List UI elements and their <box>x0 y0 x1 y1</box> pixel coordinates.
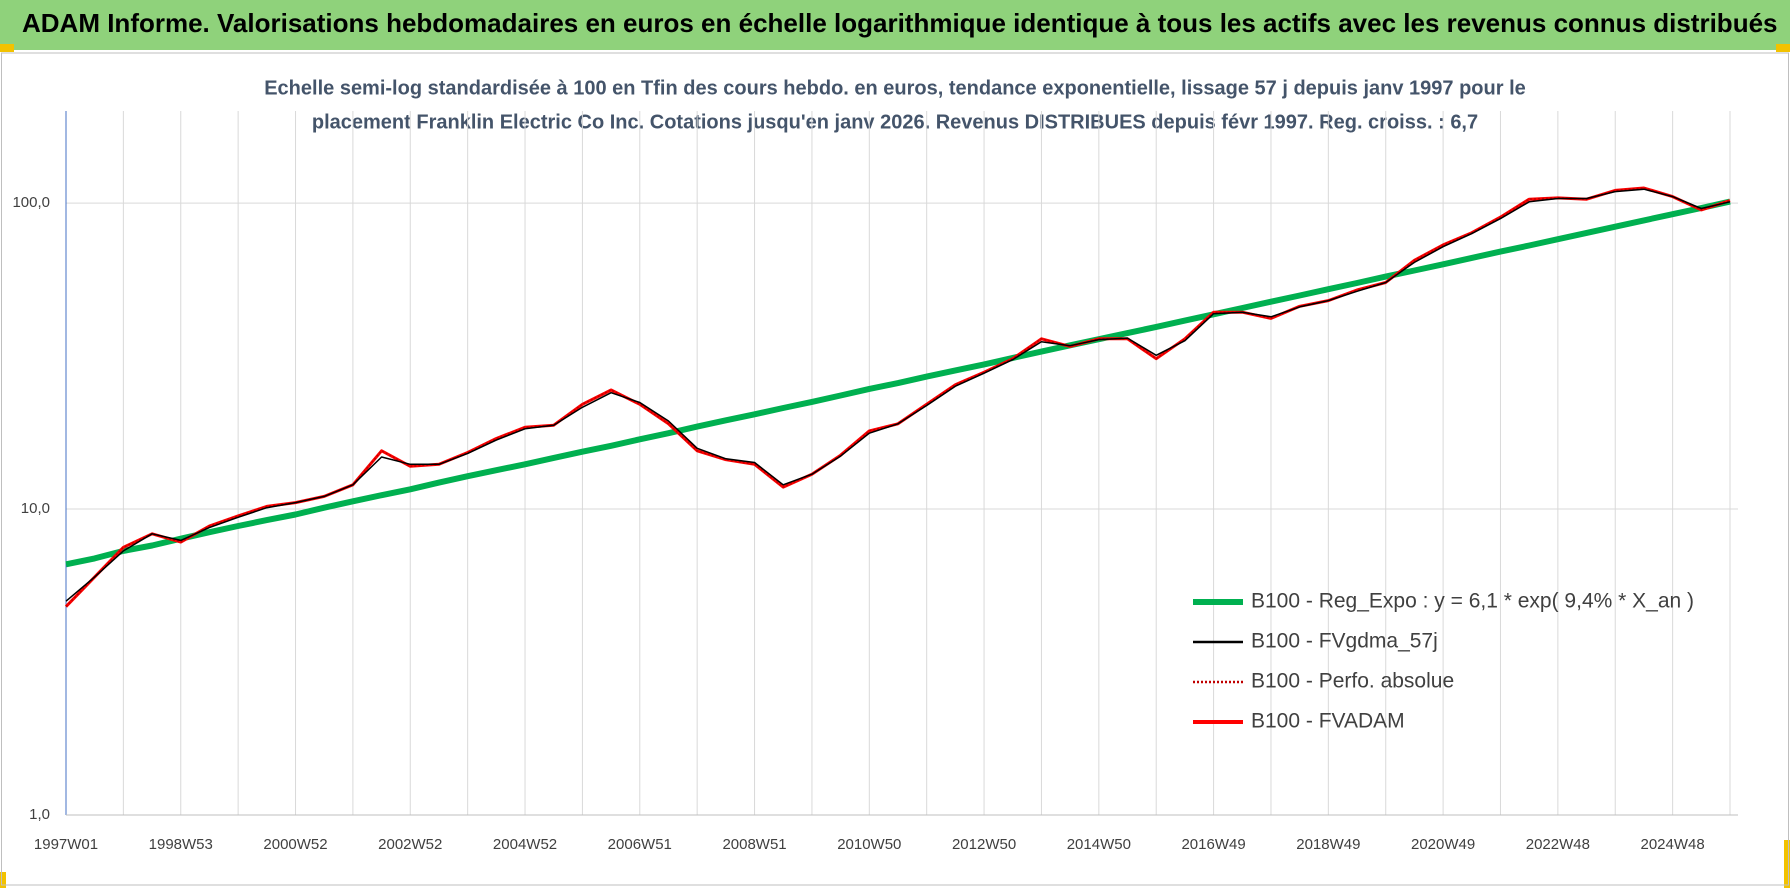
series-line <box>65 198 1731 568</box>
x-tick-label: 2000W52 <box>263 836 327 853</box>
x-tick-label: 2020W49 <box>1411 836 1475 853</box>
x-tick-label: 1997W01 <box>34 836 98 853</box>
title-bar <box>0 0 1790 50</box>
series-line <box>64 186 1731 608</box>
chart-subtitle: Echelle semi-log standardisée à 100 en T… <box>264 77 1526 99</box>
legend-label: B100 - Reg_Expo : y = 6,1 * exp( 9,4% * … <box>1251 590 1694 613</box>
legend-label: B100 - Perfo. absolue <box>1251 670 1454 693</box>
x-tick-label: 2012W50 <box>952 836 1016 853</box>
legend-label: B100 - FVgdma_57j <box>1251 630 1438 653</box>
corner <box>1784 840 1790 888</box>
x-tick-label: 2022W48 <box>1526 836 1590 853</box>
y-tick-label: 10,0 <box>21 500 50 517</box>
chart-border <box>1 52 1789 886</box>
x-tick-label: 1998W53 <box>149 836 213 853</box>
x-tick-label: 2016W49 <box>1181 836 1245 853</box>
legend-label: B100 - FVADAM <box>1251 710 1405 733</box>
corner <box>0 44 14 52</box>
x-tick-label: 2018W49 <box>1296 836 1360 853</box>
series-line <box>65 188 1731 602</box>
x-tick-label: 2006W51 <box>608 836 672 853</box>
page-title: ADAM Informe. Valorisations hebdomadaire… <box>22 8 1778 38</box>
corner <box>0 872 6 888</box>
x-tick-label: 2004W52 <box>493 836 557 853</box>
x-tick-label: 2014W50 <box>1067 836 1131 853</box>
corner <box>1776 44 1790 52</box>
x-tick-label: 2024W48 <box>1641 836 1705 853</box>
chart-subtitle: placement Franklin Electric Co Inc. Cota… <box>312 111 1478 133</box>
y-tick-label: 1,0 <box>29 806 50 823</box>
y-tick-label: 100,0 <box>12 194 50 211</box>
series-line <box>65 187 1731 608</box>
x-tick-label: 2002W52 <box>378 836 442 853</box>
x-tick-label: 2008W51 <box>722 836 786 853</box>
x-tick-label: 2010W50 <box>837 836 901 853</box>
